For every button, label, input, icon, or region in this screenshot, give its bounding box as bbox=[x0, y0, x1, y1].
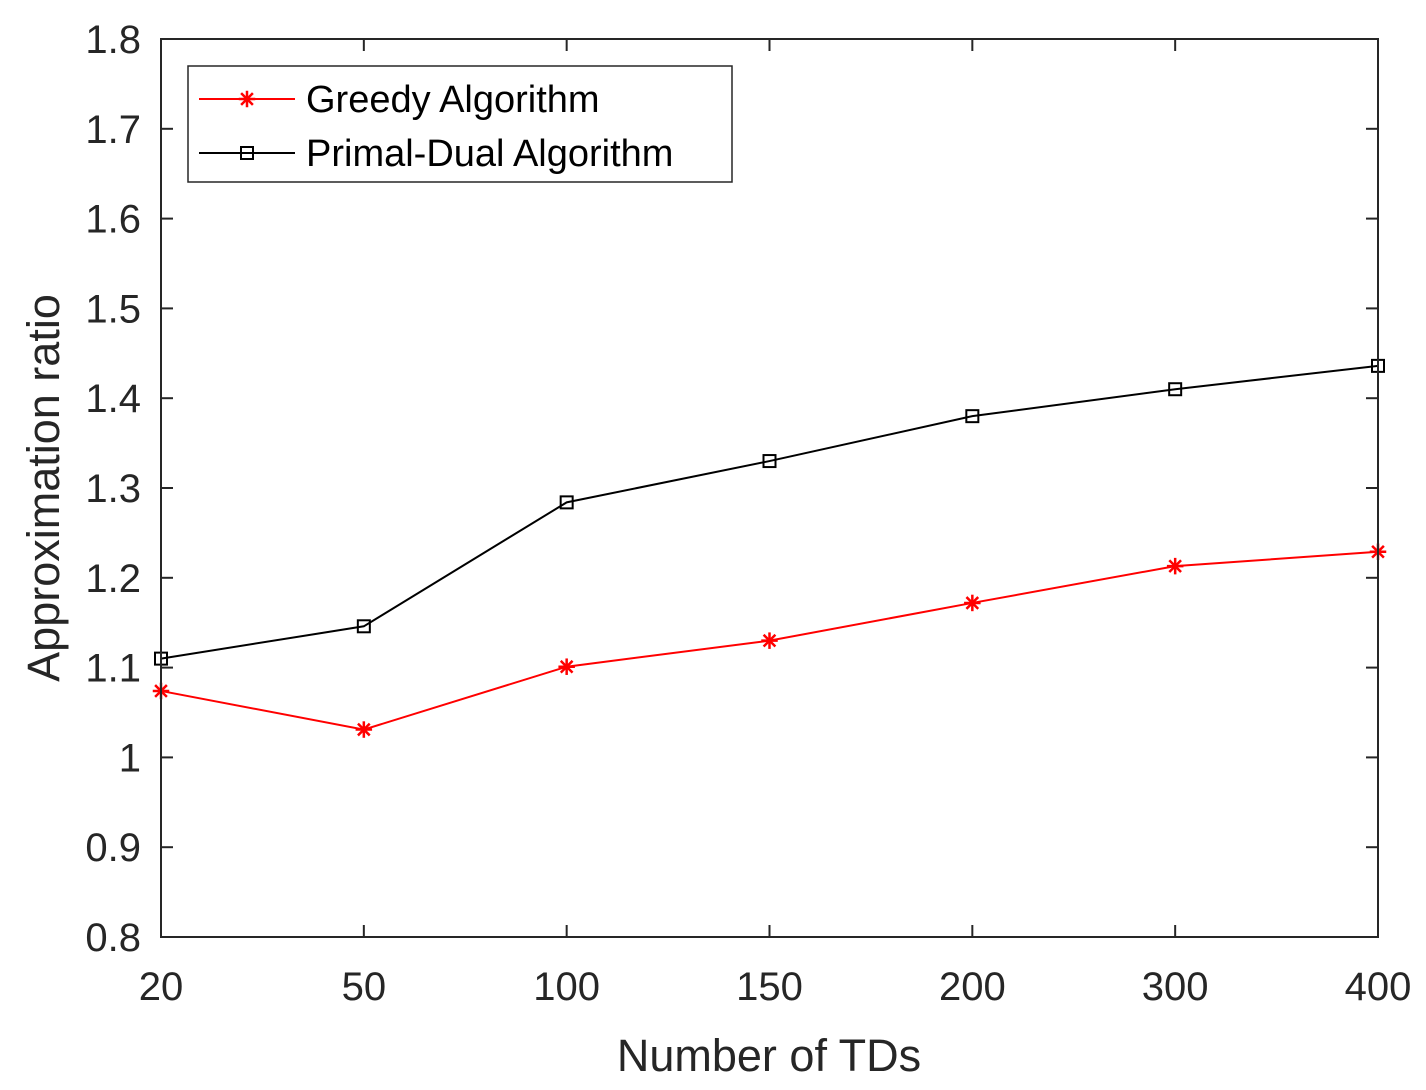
data-point-greedy-algorithm bbox=[761, 632, 778, 649]
series-line-primal-dual-algorithm bbox=[160, 364, 1379, 660]
x-tick-label: 300 bbox=[1142, 965, 1209, 1009]
x-tick-label: 150 bbox=[736, 965, 803, 1009]
y-tick-label: 1 bbox=[119, 736, 141, 780]
y-axis-tick-labels: 0.8 0.9 1 1.1 1.2 1.3 1.4 1.5 1.6 1.7 1.8 bbox=[85, 18, 141, 960]
ticks-layer bbox=[160, 38, 1379, 938]
y-tick-label: 1.7 bbox=[85, 108, 141, 152]
x-tick-label: 400 bbox=[1345, 965, 1412, 1009]
legend-entry-primal-dual-algorithm: Primal-Dual Algorithm bbox=[199, 133, 673, 175]
y-tick-label: 1.5 bbox=[85, 287, 141, 331]
legend-label: Greedy Algorithm bbox=[306, 79, 600, 121]
legend: Greedy Algorithm Primal-Dual Algorithm bbox=[187, 65, 733, 183]
legend-entries: Greedy Algorithm Primal-Dual Algorithm bbox=[199, 79, 673, 175]
data-point-primal-dual-algorithm bbox=[965, 409, 980, 424]
y-tick-label: 1.3 bbox=[85, 467, 141, 511]
y-tick-label: 1.4 bbox=[85, 377, 141, 421]
data-point-greedy-algorithm bbox=[964, 594, 981, 612]
legend-marker bbox=[238, 90, 256, 108]
x-tick-label: 20 bbox=[139, 965, 184, 1009]
legend-label: Primal-Dual Algorithm bbox=[306, 133, 673, 175]
y-tick-label: 0.8 bbox=[85, 916, 141, 960]
y-tick-label: 1.6 bbox=[85, 198, 141, 242]
x-tick-label: 100 bbox=[533, 965, 600, 1009]
legend-entry-greedy-algorithm: Greedy Algorithm bbox=[199, 79, 600, 121]
series-primal-dual-algorithm bbox=[154, 358, 1385, 666]
x-axis-tick-labels: 20 50 100 150 200 300 400 bbox=[139, 965, 1412, 1009]
y-axis-title: Approximation ratio bbox=[18, 294, 69, 682]
data-point-greedy-algorithm bbox=[558, 658, 575, 675]
data-point-primal-dual-algorithm bbox=[356, 619, 371, 634]
data-point-greedy-algorithm bbox=[1166, 557, 1184, 575]
data-point-primal-dual-algorithm bbox=[559, 495, 574, 510]
series-layer bbox=[152, 358, 1387, 738]
data-point-primal-dual-algorithm bbox=[762, 454, 777, 469]
legend-box bbox=[187, 65, 733, 183]
legend-marker bbox=[240, 146, 254, 160]
y-tick-label: 1.8 bbox=[85, 18, 141, 62]
x-tick-label: 200 bbox=[939, 965, 1006, 1009]
y-tick-label: 1.2 bbox=[85, 557, 141, 601]
data-point-primal-dual-algorithm bbox=[1168, 382, 1183, 397]
y-tick-label: 0.9 bbox=[85, 826, 141, 870]
data-point-greedy-algorithm bbox=[355, 721, 373, 738]
x-axis-title: Number of TDs bbox=[617, 1030, 921, 1081]
y-tick-label: 1.1 bbox=[85, 647, 141, 691]
x-tick-label: 50 bbox=[342, 965, 387, 1009]
